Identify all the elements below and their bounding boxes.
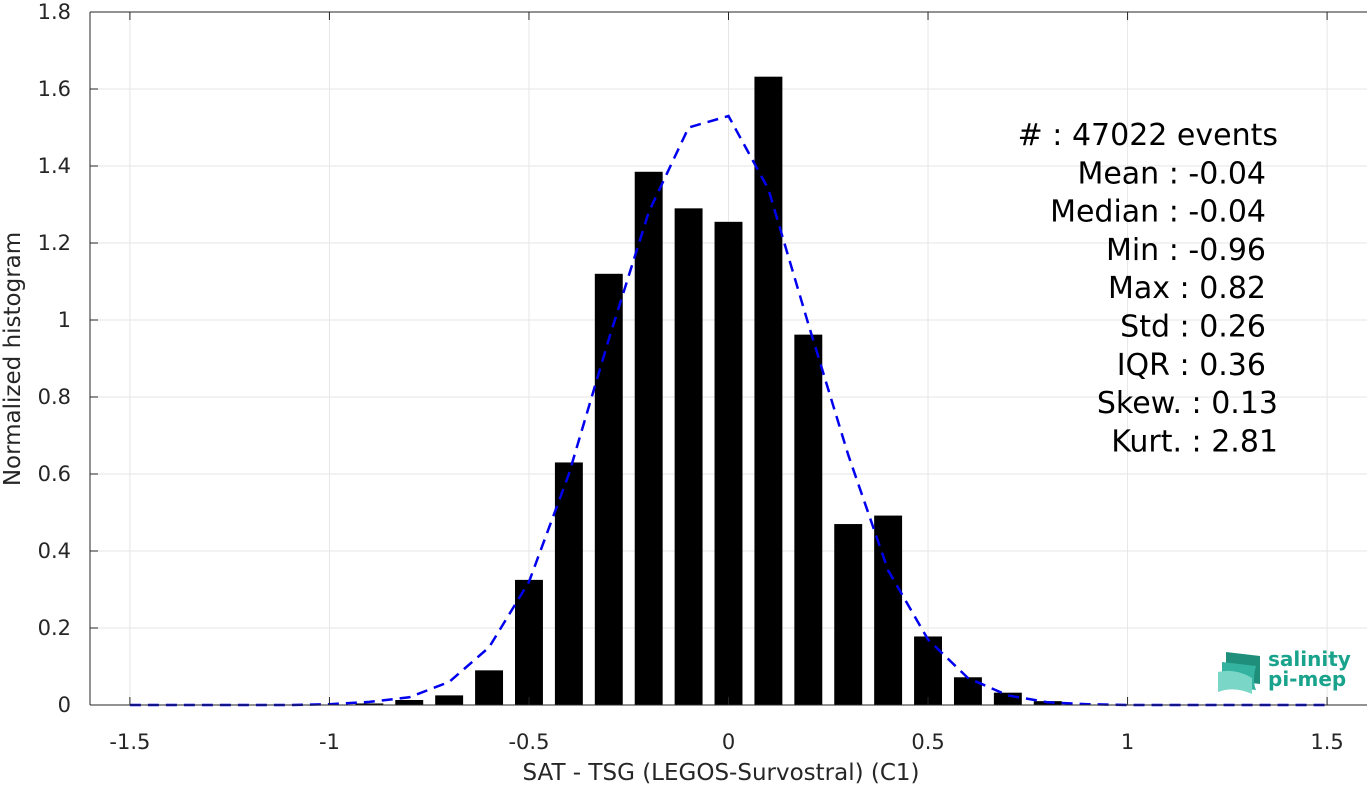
stat-line: Skew. : 0.13 <box>1097 386 1278 421</box>
logo-line1: salinity <box>1268 647 1351 671</box>
y-tick-label: 0.8 <box>38 385 71 409</box>
histogram-bar <box>435 695 464 705</box>
histogram-bar <box>914 636 942 705</box>
histogram-bar <box>834 524 863 705</box>
histogram-bar <box>993 692 1022 705</box>
x-tick-label: -1.5 <box>109 730 150 754</box>
x-axis-label: SAT - TSG (LEGOS-Survostral) (C1) <box>522 760 919 785</box>
x-tick-label: 0 <box>722 730 735 754</box>
stat-line: # : 47022 events <box>1018 118 1278 153</box>
y-axis-label: Normalized histogram <box>0 232 26 486</box>
histogram-bar <box>674 208 703 705</box>
stat-line: Median : -0.04 <box>1050 195 1266 230</box>
y-tick-labels: 0 0.2 0.4 0.6 0.8 1 1.2 1.4 1.6 1.8 <box>38 0 71 717</box>
axes <box>89 11 1367 706</box>
y-tick-label: 1.2 <box>38 231 71 255</box>
histogram-bar <box>634 171 663 705</box>
histogram-bar <box>874 515 903 705</box>
salinity-wave-logo-icon <box>1218 652 1260 694</box>
x-tick-labels: -1.5 -1 -0.5 0 0.5 1 1.5 <box>109 730 1343 754</box>
histogram-bar <box>754 76 783 706</box>
stat-line: Kurt. : 2.81 <box>1111 424 1278 459</box>
histogram-bar <box>554 462 583 705</box>
bars-group <box>355 76 1062 706</box>
x-tick-label: 0.5 <box>911 730 944 754</box>
x-tick-label: 1 <box>1121 730 1134 754</box>
histogram-bar <box>594 273 623 705</box>
y-tick-label: 1.4 <box>38 154 71 178</box>
y-tick-label: 0 <box>58 693 71 717</box>
histogram-bar <box>794 334 823 705</box>
stat-line: Std : 0.26 <box>1120 310 1266 345</box>
salinity-pi-mep-logo: salinity pi-mep <box>1218 647 1351 694</box>
y-tick-label: 1.6 <box>38 77 71 101</box>
y-tick-label: 1 <box>58 308 71 332</box>
stat-line: Mean : -0.04 <box>1077 156 1266 191</box>
stat-line: Max : 0.82 <box>1108 271 1266 306</box>
x-tick-label: -0.5 <box>508 730 549 754</box>
stat-line: Min : -0.96 <box>1106 233 1266 268</box>
histogram-bar <box>714 221 743 705</box>
y-tick-label: 0.6 <box>38 462 71 486</box>
y-tick-label: 0.4 <box>38 539 71 563</box>
y-tick-label: 0.2 <box>38 616 71 640</box>
x-tick-label: 1.5 <box>1310 730 1343 754</box>
y-tick-label: 1.8 <box>38 0 71 24</box>
x-tick-label: -1 <box>319 730 340 754</box>
histogram-bar <box>355 703 384 705</box>
logo-line2: pi-mep <box>1268 667 1346 691</box>
histogram-bar <box>475 670 504 705</box>
histogram-bar <box>515 579 543 705</box>
stat-line: IQR : 0.36 <box>1117 348 1266 383</box>
histogram-bar <box>395 699 424 705</box>
